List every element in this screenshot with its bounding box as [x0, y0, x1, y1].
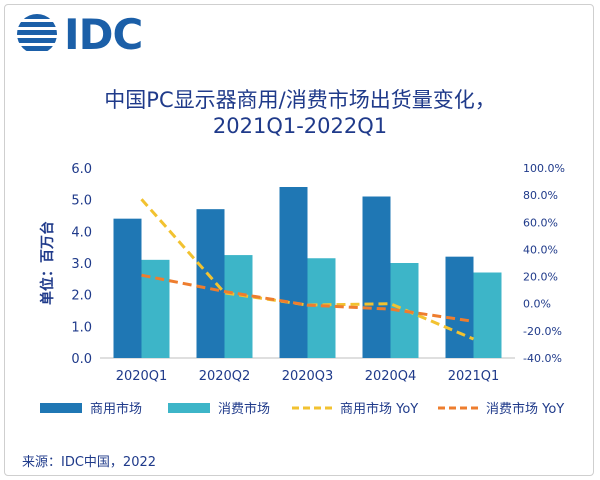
y-tick-label: 5.0 — [71, 194, 92, 209]
y-tick-label: 6.0 — [71, 162, 92, 177]
x-tick-label: 2020Q2 — [199, 369, 251, 384]
y2-tick-label: -20.0% — [523, 325, 562, 338]
bar-commercial — [113, 218, 142, 358]
legend-swatch-commercial — [40, 403, 82, 413]
y-tick-label: 0.0 — [71, 352, 92, 367]
line-consumer-yoy — [141, 273, 474, 323]
legend-label: 商用市场 YoY — [340, 401, 418, 417]
y2-tick-label: 100.0% — [523, 162, 565, 175]
y2-tick-label: 40.0% — [523, 243, 558, 256]
x-tick-label: 2021Q1 — [448, 369, 500, 384]
bar-consumer — [473, 272, 502, 358]
y-axis-label: 单位：百万台 — [39, 221, 56, 305]
globe-icon — [17, 14, 57, 51]
x-tick-label: 2020Q3 — [282, 369, 334, 384]
logo-text: IDC — [64, 9, 143, 59]
source-note: 来源：IDC中国，2022 — [22, 455, 157, 470]
chart-title: 中国PC显示器商用/消费市场出货量变化， — [104, 88, 496, 112]
x-tick-label: 2020Q4 — [365, 369, 417, 384]
legend-label: 消费市场 YoY — [486, 401, 564, 417]
chart-subtitle: 2021Q1-2022Q1 — [212, 114, 388, 138]
bar-commercial — [362, 196, 391, 358]
idc-logo: IDC — [14, 8, 143, 60]
bar-commercial — [445, 256, 474, 358]
y2-tick-label: 20.0% — [523, 271, 558, 284]
y2-tick-label: -40.0% — [523, 352, 562, 365]
y2-tick-label: 0.0% — [523, 298, 551, 311]
line-commercial-yoy — [140, 198, 475, 341]
x-tick-label: 2020Q1 — [116, 369, 168, 384]
bar-commercial — [279, 187, 308, 358]
legend-swatch-consumer — [168, 403, 210, 413]
legend-label: 消费市场 — [218, 401, 270, 417]
y-tick-label: 3.0 — [71, 257, 92, 272]
legend-label: 商用市场 — [90, 401, 142, 417]
y2-tick-label: 60.0% — [523, 216, 558, 229]
bar-consumer — [224, 255, 253, 358]
y-tick-label: 2.0 — [71, 289, 92, 304]
y-tick-label: 4.0 — [71, 225, 92, 240]
y2-tick-label: 80.0% — [523, 189, 558, 202]
bar-consumer — [307, 258, 336, 358]
y-tick-label: 1.0 — [71, 320, 92, 335]
bar-commercial — [196, 209, 225, 358]
